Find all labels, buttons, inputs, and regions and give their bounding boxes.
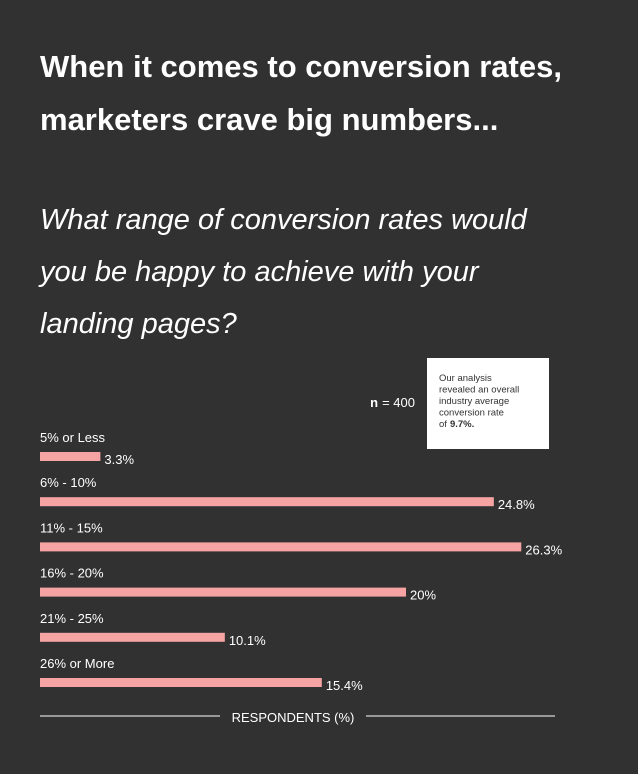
subtitle: What range of conversion rates would xyxy=(40,204,528,236)
title: When it comes to conversion rates, xyxy=(40,49,562,84)
value-label: 24.8% xyxy=(498,497,535,512)
sample-label: n xyxy=(370,395,378,410)
note-text: Our analysis xyxy=(439,373,492,384)
value-label: 3.3% xyxy=(104,452,134,467)
note-text: of 9.7%. xyxy=(439,419,474,430)
category-label: 21% - 25% xyxy=(40,611,104,626)
note-text: revealed an overall xyxy=(439,385,519,396)
value-label: 15.4% xyxy=(326,678,363,693)
sample-value: = 400 xyxy=(382,395,415,410)
note-text: conversion rate xyxy=(439,408,504,419)
value-label: 10.1% xyxy=(229,633,266,648)
bar xyxy=(40,542,522,552)
bar xyxy=(40,452,101,461)
category-label: 6% - 10% xyxy=(40,475,97,490)
note-text: industry average xyxy=(439,396,509,407)
subtitle: landing pages? xyxy=(40,308,238,340)
subtitle: you be happy to achieve with your xyxy=(38,256,480,288)
category-label: 11% - 15% xyxy=(40,520,103,535)
value-label: 26.3% xyxy=(525,542,562,557)
category-label: 16% - 20% xyxy=(40,566,104,581)
note-box xyxy=(427,358,549,449)
bar xyxy=(40,587,406,597)
x-axis-label: RESPONDENTS (%) xyxy=(232,710,355,725)
category-label: 26% or More xyxy=(40,656,114,671)
bar xyxy=(40,497,494,507)
value-label: 20% xyxy=(410,588,436,603)
sample-size: n = 400 xyxy=(370,395,415,410)
note-lead: of xyxy=(439,419,447,430)
title: marketers crave big numbers... xyxy=(40,102,498,137)
note-highlight: 9.7%. xyxy=(450,419,474,430)
bar xyxy=(40,678,322,687)
bar xyxy=(40,632,225,642)
category-label: 5% or Less xyxy=(40,430,106,445)
